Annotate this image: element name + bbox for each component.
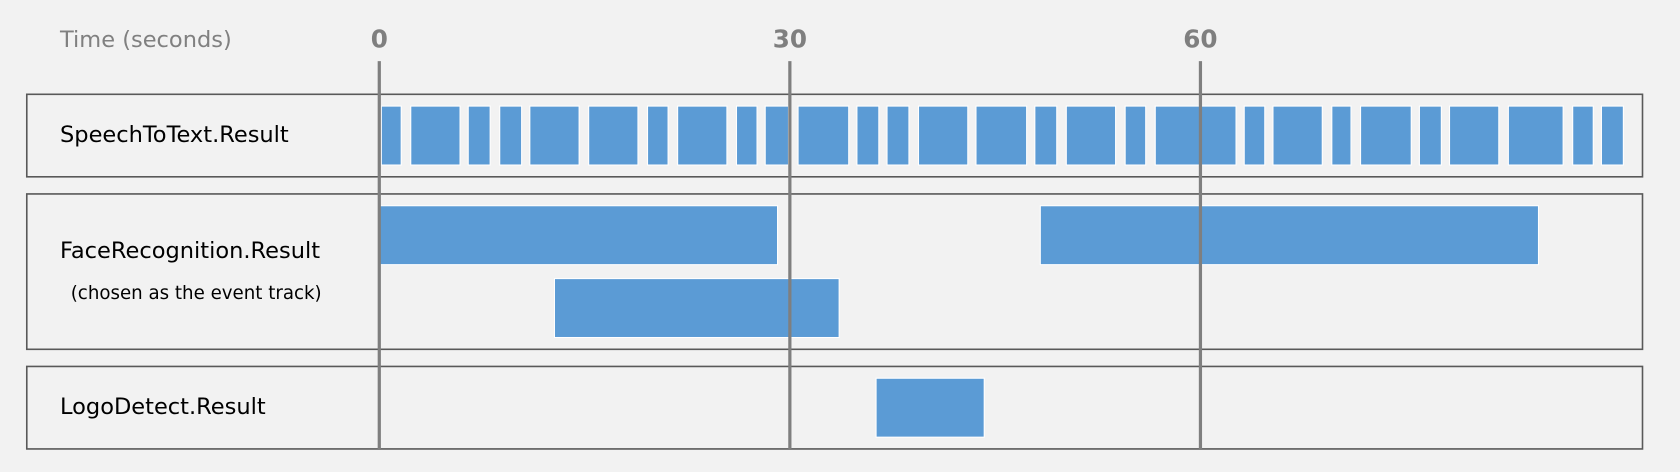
interval-bar (646, 105, 669, 166)
interval-bar (1600, 105, 1624, 166)
interval-bar (410, 105, 461, 166)
interval-bar (1065, 105, 1117, 166)
interval-bar (1331, 105, 1352, 166)
interval-bar (1572, 105, 1594, 166)
interval-bar (764, 105, 790, 166)
interval-bar (1034, 105, 1058, 166)
interval-bar (917, 105, 969, 166)
interval-bar (677, 105, 728, 166)
interval-bar (797, 105, 850, 166)
interval-bar (975, 105, 1028, 166)
interval-bar (588, 105, 639, 166)
interval-bar (1448, 105, 1500, 166)
interval-bar (1272, 105, 1323, 166)
axis-label: Time (seconds) (59, 27, 232, 53)
x-tick-label: 0 (371, 25, 388, 54)
interval-bar (1360, 105, 1412, 166)
interval-bar (1154, 105, 1237, 166)
track-subtitle: (chosen as the event track) (71, 283, 322, 304)
track-label: FaceRecognition.Result (60, 238, 320, 264)
interval-bar (529, 105, 580, 166)
interval-bar (1039, 205, 1540, 266)
x-tick-label: 60 (1183, 25, 1217, 54)
interval-bar (1243, 105, 1266, 166)
interval-bar (553, 278, 840, 339)
x-tick-label: 30 (773, 25, 807, 54)
interval-bar (735, 105, 758, 166)
interval-bar (378, 205, 779, 266)
interval-bar (380, 105, 402, 166)
interval-bar (1507, 105, 1564, 166)
track-label: LogoDetect.Result (60, 394, 266, 420)
interval-bar (886, 105, 910, 166)
interval-bar (856, 105, 880, 166)
track-label: SpeechToText.Result (60, 122, 289, 148)
interval-bar (499, 105, 523, 166)
interval-bar (467, 105, 491, 166)
interval-bar (1124, 105, 1147, 166)
track-box (25, 365, 1644, 450)
interval-bar (1418, 105, 1442, 166)
interval-bar (875, 377, 985, 438)
